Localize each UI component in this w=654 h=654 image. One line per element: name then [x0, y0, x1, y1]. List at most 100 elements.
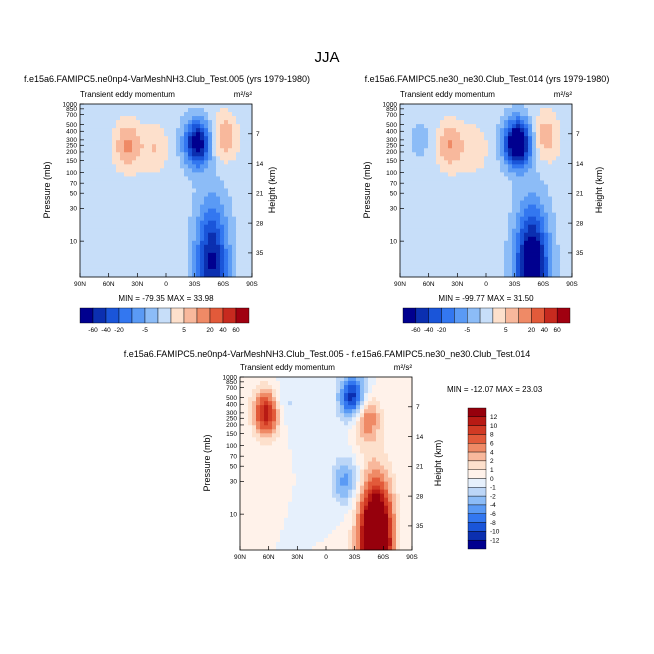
heatmap-cell	[192, 172, 197, 177]
heatmap-cell	[248, 397, 253, 402]
heatmap-cell	[124, 204, 129, 209]
heatmap-cell	[412, 252, 417, 258]
heatmap-cell	[548, 164, 553, 169]
heatmap-cell	[320, 469, 325, 474]
heatmap-cell	[336, 469, 341, 474]
heatmap-cell	[160, 108, 165, 113]
heatmap-cell	[240, 469, 245, 474]
heatmap-cell	[436, 132, 441, 137]
heatmap-cell	[252, 409, 257, 414]
colorbar-label: -5	[464, 327, 470, 334]
heatmap-cell	[276, 477, 281, 482]
heatmap-cell	[396, 393, 401, 398]
heatmap-cell	[324, 425, 329, 430]
heatmap-cell	[412, 256, 417, 262]
heatmap-cell	[88, 104, 93, 109]
heatmap-cell	[468, 232, 473, 238]
heatmap-cell	[80, 268, 85, 274]
heatmap-cell	[140, 224, 145, 230]
heatmap-cell	[416, 248, 421, 254]
heatmap-cell	[544, 192, 549, 197]
colorbar-swatch	[428, 307, 442, 324]
heatmap-cell	[120, 244, 125, 250]
heatmap-cell	[200, 128, 205, 133]
heatmap-cell	[424, 104, 429, 109]
heatmap-cell	[208, 220, 213, 226]
heatmap-cell	[244, 457, 249, 462]
heatmap-cell	[396, 425, 401, 430]
heatmap-cell	[188, 184, 193, 189]
heatmap-cell	[464, 124, 469, 129]
heatmap-cell	[428, 140, 433, 145]
heatmap-cell	[504, 264, 509, 270]
heatmap-cell	[332, 409, 337, 414]
heatmap-cell	[100, 116, 105, 121]
heatmap-cell	[456, 220, 461, 226]
heatmap-cell	[360, 445, 365, 450]
heatmap-cell	[232, 220, 237, 226]
heatmap-cell	[516, 244, 521, 250]
heatmap-cell	[400, 180, 405, 185]
heatmap-cell	[552, 240, 557, 246]
heatmap-cell	[304, 401, 309, 406]
heatmap-cell	[152, 184, 157, 189]
heatmap-cell	[164, 204, 169, 209]
heatmap-cell	[272, 477, 277, 482]
heatmap-cell	[560, 228, 565, 234]
heatmap-cell	[408, 429, 413, 434]
heatmap-cell	[480, 172, 485, 177]
heatmap-cell	[204, 148, 209, 153]
heatmap-cell	[184, 112, 189, 117]
heatmap-cell	[308, 457, 313, 462]
heatmap-cell	[456, 176, 461, 181]
heatmap-cell	[376, 381, 381, 386]
heatmap-cell	[360, 437, 365, 442]
heatmap-cell	[136, 172, 141, 177]
heatmap-cell	[108, 204, 113, 209]
heatmap-cell	[248, 176, 253, 181]
heatmap-cell	[412, 132, 417, 137]
heatmap-cell	[432, 116, 437, 121]
heatmap-cell	[532, 208, 537, 214]
heatmap-cell	[352, 385, 357, 390]
heatmap-cell	[352, 449, 357, 454]
heatmap-cell	[148, 232, 153, 238]
heatmap-cell	[512, 160, 517, 165]
heatmap-cell	[180, 148, 185, 153]
heatmap-cell	[388, 457, 393, 462]
heatmap-cell	[484, 136, 489, 141]
heatmap-cell	[188, 152, 193, 157]
heatmap-cell	[116, 192, 121, 197]
heatmap-cell	[140, 172, 145, 177]
heatmap-cell	[144, 272, 149, 278]
heatmap-cell	[80, 248, 85, 254]
heatmap-cell	[308, 437, 313, 442]
heatmap-cell	[364, 445, 369, 450]
y-tick-label: 850	[386, 106, 397, 113]
heatmap-cell	[504, 232, 509, 238]
heatmap-cell	[544, 124, 549, 129]
heatmap-cell	[324, 421, 329, 426]
heatmap-cell	[108, 232, 113, 238]
heatmap-cell	[532, 240, 537, 246]
heatmap-cell	[528, 188, 533, 193]
heatmap-cell	[540, 108, 545, 113]
heatmap-cell	[276, 377, 281, 382]
heatmap-cell	[264, 457, 269, 462]
heatmap-cell	[308, 409, 313, 414]
heatmap-cell	[460, 212, 465, 218]
heatmap-cell	[408, 264, 413, 270]
heatmap-cell	[452, 132, 457, 137]
heatmap-cell	[404, 264, 409, 270]
heatmap-cell	[404, 240, 409, 246]
heatmap-cell	[428, 124, 433, 129]
heatmap-cell	[132, 112, 137, 117]
heatmap-cell	[548, 140, 553, 145]
heatmap-cell	[416, 252, 421, 258]
heatmap-cell	[208, 124, 213, 129]
heatmap-cell	[564, 204, 569, 209]
heatmap-cell	[512, 216, 517, 222]
heatmap-cell	[172, 236, 177, 242]
heatmap-cell	[88, 128, 93, 133]
heatmap-cell	[400, 228, 405, 234]
